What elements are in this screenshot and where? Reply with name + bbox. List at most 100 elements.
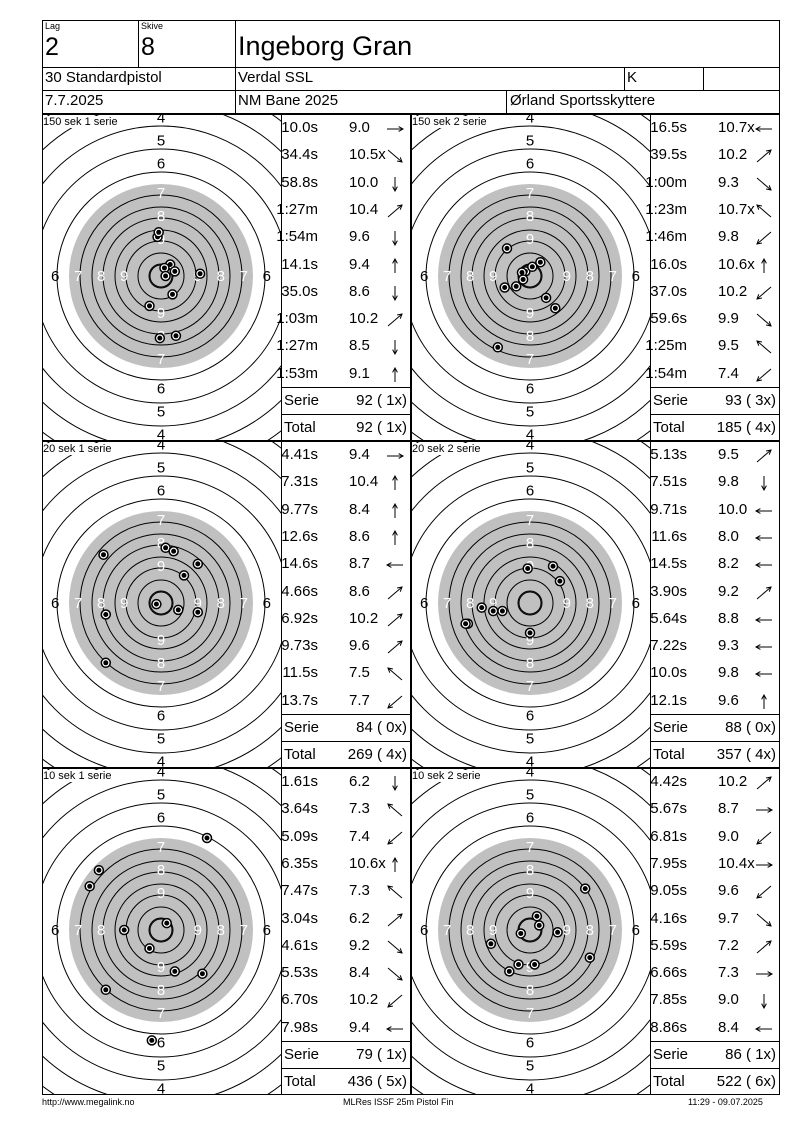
direction-arrow-icon (756, 286, 772, 300)
ring-number: 6 (263, 922, 271, 939)
ring-number: 4 (526, 427, 534, 441)
shot-row: 59.6s 9.9 (650, 306, 779, 333)
shot-row: 16.0s 10.6x (650, 252, 779, 279)
shot-row: 6.81s 9.0 (650, 824, 779, 851)
ring-number: 9 (489, 595, 497, 612)
shot-score: 7.4 (718, 364, 739, 382)
inner-ring (137, 252, 185, 300)
target-panel: 4 5 6 7 8 9 4 5 6 7 8 9 6 7 8 9 6 7 8 9 150 sek 2 serie (411, 114, 651, 441)
direction-arrow-icon (387, 126, 405, 132)
direction-arrow-icon (387, 695, 403, 709)
direction-arrow-icon (756, 340, 772, 354)
scoring-ring (412, 125, 650, 427)
ring-number: 4 (526, 754, 534, 768)
target-number-label: Skive (141, 21, 164, 31)
ring-number: 9 (120, 268, 128, 285)
shot-impact (504, 966, 515, 977)
shot-row: 7.85s 9.0 (650, 987, 779, 1014)
direction-arrow-icon (387, 149, 403, 163)
direction-arrow-icon (392, 257, 398, 273)
shot-row: 6.92s 10.2 (281, 606, 410, 633)
inner-ring (460, 206, 600, 346)
shot-score: 8.6 (349, 527, 370, 545)
scoring-ring (425, 498, 635, 708)
ring-number: 9 (157, 885, 165, 902)
shot-row: 8.86s 8.4 (650, 1015, 779, 1042)
scoring-ring (56, 171, 266, 381)
shot-row: 1.61s 6.2 (281, 769, 410, 796)
shot-score: 10.0 (349, 173, 379, 191)
ring-number: 6 (157, 482, 165, 499)
shot-time: 5.13s (650, 446, 687, 463)
ring-number: 9 (526, 231, 534, 248)
shot-impact (584, 952, 596, 963)
shot-row: 10.0s 9.0 (281, 115, 410, 142)
shot-time: 39.5s (650, 146, 687, 164)
ring-number: 4 (526, 442, 534, 453)
shot-impact (178, 570, 190, 581)
ring-number: 8 (526, 208, 534, 225)
inner-ring (483, 229, 577, 323)
direction-arrow-icon (387, 912, 403, 926)
ring-number: 7 (526, 678, 534, 695)
shot-row: 1:46m 9.8 (645, 224, 779, 251)
shot-impact (547, 560, 559, 572)
shot-score: 10.2 (349, 310, 379, 328)
shot-time: 1:54m (276, 228, 318, 246)
direction-arrow-icon (392, 176, 398, 192)
total-label: Total (653, 1073, 685, 1090)
shot-score: 10.4 (349, 473, 379, 491)
shot-time: 11.5s (282, 664, 318, 682)
ring-number: 6 (263, 268, 271, 285)
scoring-ring (412, 802, 650, 1058)
shot-list: 10.0s 9.0 34.4s 10.5x 58.8s 10.0 1:27m 10.4 1:54… (276, 114, 411, 441)
shot-time: 16.0s (650, 255, 687, 273)
direction-arrow-icon (385, 562, 403, 569)
shot-row: 4.42s 10.2 (650, 769, 779, 796)
shot-score: 9.6 (349, 228, 370, 246)
shot-impact (100, 609, 112, 620)
direction-arrow-icon (754, 1025, 772, 1032)
scoring-ring (79, 521, 243, 685)
shot-score: 9.9 (718, 310, 739, 328)
scoring-ring (102, 544, 220, 662)
shot-score: 8.7 (718, 800, 739, 818)
shot-time: 12.1s (650, 691, 687, 709)
direction-arrow-icon (756, 449, 772, 463)
shot-impact (460, 618, 471, 629)
shot-time: 14.1s (281, 255, 318, 273)
shot-row: 3.90s 9.2 (650, 579, 779, 606)
shot-row: 37.0s 10.2 (650, 279, 779, 306)
shot-time: 7.85s (650, 991, 687, 1009)
shot-impact (144, 943, 155, 954)
total-value: 436 ( 5x) (347, 1073, 407, 1090)
direction-arrow-icon (754, 644, 772, 650)
shot-time: 7.31s (281, 473, 318, 491)
team-label: Lag (45, 21, 61, 31)
shot-time: 4.61s (281, 936, 318, 954)
black-zone (438, 838, 622, 1022)
target-number-cell: Skive 8 (138, 20, 236, 68)
shot-row: 16.5s 10.7x (650, 115, 779, 142)
shot-score: 8.4 (349, 500, 370, 518)
shot-row: 7.98s 9.4 (281, 1015, 410, 1042)
direction-arrow-icon (756, 585, 772, 599)
ring-number: 8 (157, 982, 165, 999)
shot-score: 9.4 (349, 1018, 370, 1036)
shot-row: 3.04s 6.2 (281, 906, 410, 933)
ring-number: 8 (526, 982, 534, 999)
class-name: 30 Standardpistol (45, 69, 162, 86)
shot-row: 5.09s 7.4 (281, 824, 410, 851)
direction-arrow-icon (387, 640, 403, 654)
shot-impact (170, 330, 182, 342)
shot-score: 9.2 (718, 582, 739, 600)
direction-arrow-icon (756, 231, 772, 245)
direction-arrow-icon (392, 366, 398, 382)
shot-impact (510, 281, 522, 292)
serie-sum-row: Serie 92 ( 1x) (282, 387, 410, 415)
ring-number: 7 (157, 678, 165, 695)
result-header: Lag 2 Skive 8 Ingeborg Gran 30 Standardp… (42, 20, 780, 114)
